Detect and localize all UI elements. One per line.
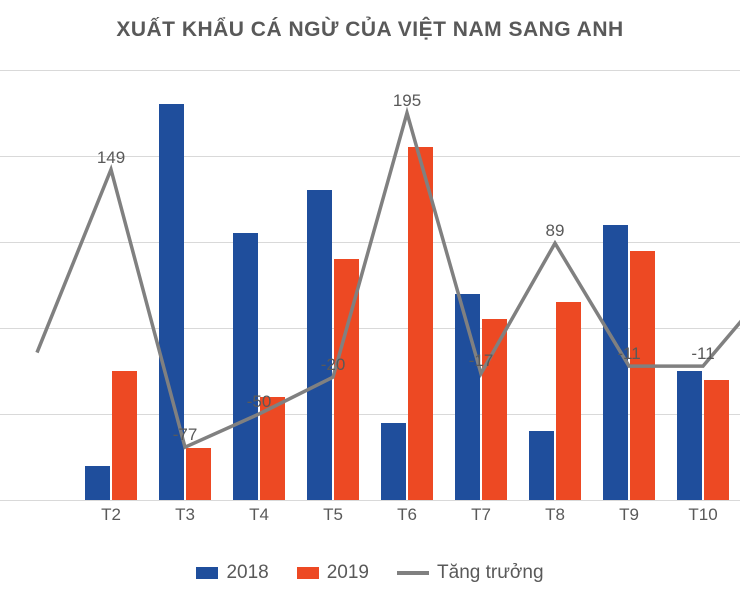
x-axis-label: T4 [249,505,269,525]
growth-data-label: 195 [393,91,421,111]
growth-data-label: 89 [546,221,565,241]
x-axis-label: T3 [175,505,195,525]
growth-line [0,70,740,500]
plot-area: 149 -77 -50 -20 195 -17 89 -11 -11 [0,70,740,500]
x-axis-label: T10 [688,505,717,525]
legend: 2018 2019 Tăng trưởng [0,562,740,584]
legend-label: 2018 [226,562,268,584]
growth-data-label: -50 [247,392,272,412]
x-axis-label: T5 [323,505,343,525]
x-axis-label: T2 [101,505,121,525]
legend-item-2018: 2018 [196,562,268,584]
growth-data-label: -11 [617,344,640,364]
x-axis-label: T7 [471,505,491,525]
chart-title: XUẤT KHẨU CÁ NGỪ CỦA VIỆT NAM SANG ANH [0,18,740,42]
legend-label: Tăng trưởng [437,562,544,584]
x-axis-label: T9 [619,505,639,525]
x-axis-labels: T2 T3 T4 T5 T6 T7 T8 T9 T10 [0,505,740,535]
growth-data-label: -77 [173,425,198,445]
growth-data-label: -17 [469,351,494,371]
gridline [0,500,740,501]
x-axis-label: T8 [545,505,565,525]
chart-frame: XUẤT KHẨU CÁ NGỪ CỦA VIỆT NAM SANG ANH 1… [0,0,740,602]
growth-data-label: -11 [691,344,714,364]
legend-item-growth: Tăng trưởng [397,562,544,584]
legend-swatch-growth [397,571,429,575]
growth-data-label: 149 [97,148,125,168]
legend-swatch-2018 [196,567,218,579]
x-axis-label: T6 [397,505,417,525]
legend-swatch-2019 [297,567,319,579]
legend-label: 2019 [327,562,369,584]
legend-item-2019: 2019 [297,562,369,584]
growth-data-label: -20 [321,355,346,375]
